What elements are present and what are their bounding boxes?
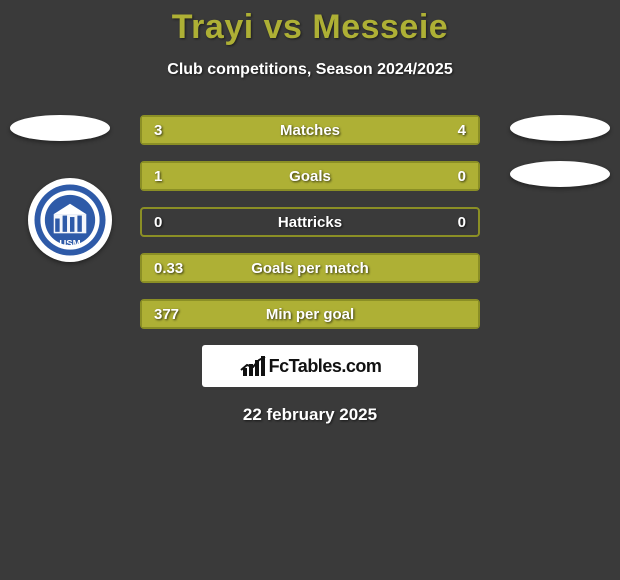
stat-bar-fill-left: [142, 301, 478, 327]
page-subtitle: Club competitions, Season 2024/2025: [0, 61, 620, 79]
brand-text: FcTables.com: [269, 356, 382, 377]
club-badge: · · · · · · · · · · USM: [28, 178, 112, 262]
date-label: 22 february 2025: [0, 405, 620, 425]
stat-label: Hattricks: [142, 209, 478, 235]
stat-row: Matches34: [0, 115, 620, 147]
stat-value-right: 4: [458, 117, 466, 143]
club-badge-icon: · · · · · · · · · · USM: [33, 183, 107, 257]
club-badge-label: USM: [59, 239, 80, 250]
stat-value-left: 0.33: [154, 255, 183, 281]
stat-bar-fill-right: [411, 163, 478, 189]
stat-bar-fill-left: [142, 163, 411, 189]
stat-bar: Matches34: [140, 115, 480, 145]
stat-value-left: 0: [154, 209, 162, 235]
stat-value-right: 0: [458, 163, 466, 189]
stat-bar-fill-right: [283, 117, 478, 143]
player-marker-left: [10, 115, 110, 141]
stat-value-left: 377: [154, 301, 179, 327]
player-marker-right: [510, 115, 610, 141]
stat-value-right: 0: [458, 209, 466, 235]
stat-value-left: 1: [154, 163, 162, 189]
stat-row: Min per goal377: [0, 299, 620, 331]
stat-bar: Goals10: [140, 161, 480, 191]
stat-value-left: 3: [154, 117, 162, 143]
stat-bar-fill-left: [142, 117, 283, 143]
page-title: Trayi vs Messeie: [0, 0, 620, 47]
brand-box: FcTables.com: [202, 345, 418, 387]
stat-bar: Min per goal377: [140, 299, 480, 329]
stat-bar-fill-left: [142, 255, 478, 281]
brand-chart-icon: [239, 354, 267, 378]
stat-bar: Hattricks0 0: [140, 207, 480, 237]
stat-row: Goals per match0.33: [0, 253, 620, 285]
stat-bar: Goals per match0.33: [140, 253, 480, 283]
player-marker-right: [510, 161, 610, 187]
